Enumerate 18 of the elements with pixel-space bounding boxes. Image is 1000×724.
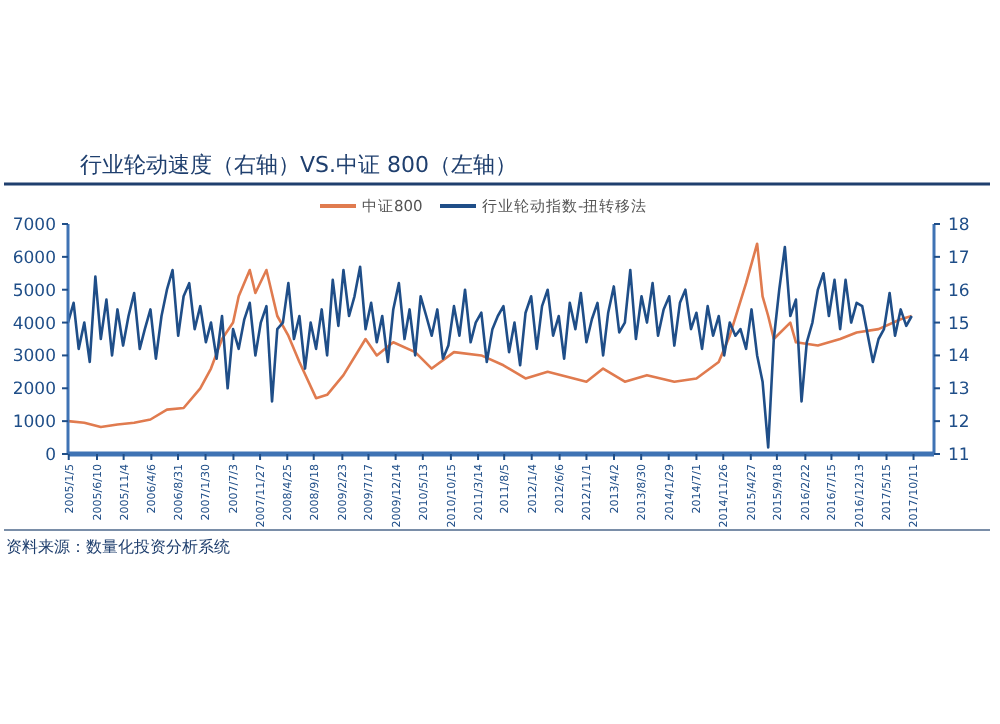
y-tick-label: 0 — [45, 445, 56, 466]
y2-tick-label: 17 — [948, 248, 970, 269]
y2-tick-label: 12 — [948, 413, 970, 434]
y-tick-label: 3000 — [12, 347, 56, 368]
y-tick-label: 7000 — [12, 215, 56, 236]
y2-tick-label: 15 — [948, 314, 970, 335]
y-tick-label: 5000 — [12, 281, 56, 302]
y2-tick-label: 11 — [948, 445, 970, 466]
y2-tick-label: 13 — [948, 380, 970, 401]
y2-tick-label: 18 — [948, 215, 970, 236]
y2-tick-label: 14 — [948, 347, 970, 368]
y-tick-label: 1000 — [12, 413, 56, 434]
y-tick-label: 6000 — [12, 248, 56, 269]
chart-title: 行业轮动速度（右轴）VS.中证 800（左轴） — [80, 152, 517, 178]
y2-tick-label: 16 — [948, 281, 970, 302]
text: 资料来源：数量化投资分析系统 — [6, 538, 230, 556]
y-tick-label: 4000 — [12, 314, 56, 335]
y-tick-label: 2000 — [12, 380, 56, 401]
